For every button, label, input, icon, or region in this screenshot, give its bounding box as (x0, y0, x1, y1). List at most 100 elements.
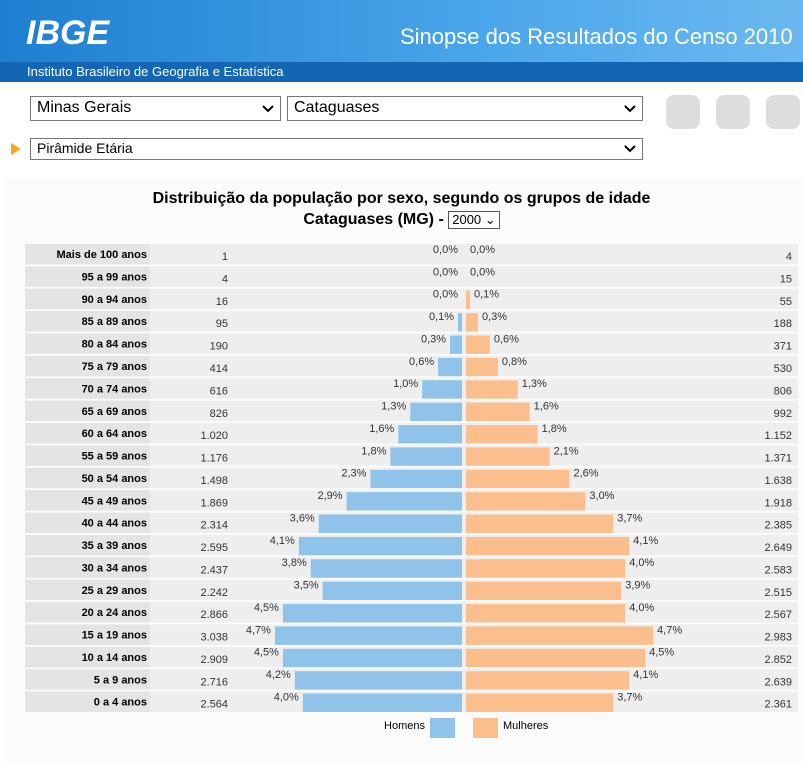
bar-mulheres (466, 380, 518, 399)
row-label-bg (25, 244, 150, 265)
count-label: 414 (210, 363, 228, 375)
count-label: 1.869 (200, 497, 228, 509)
count-label: 1.152 (764, 430, 792, 442)
value-label: 4,7% (657, 624, 682, 636)
value-label: 0,0% (433, 244, 458, 256)
age-label: 50 a 54 anos (82, 473, 147, 485)
age-label: 85 a 89 anos (82, 316, 147, 328)
row-bg (25, 333, 798, 354)
bar-homens (458, 313, 462, 332)
chart-title: Distribuição da população por sexo, segu… (152, 190, 651, 207)
count-label: 2.852 (764, 654, 792, 666)
value-label: 0,1% (429, 311, 454, 323)
bar-homens (274, 626, 462, 645)
count-label: 530 (774, 363, 792, 375)
count-label: 806 (774, 385, 792, 397)
count-label: 2.649 (764, 542, 792, 554)
bar-mulheres (466, 559, 626, 578)
header: IBGE Sinopse dos Resultados do Censo 201… (0, 0, 803, 62)
age-label: 90 a 94 anos (82, 294, 147, 306)
value-label: 0,0% (470, 244, 495, 256)
value-label: 1,8% (542, 423, 567, 435)
bar-mulheres (466, 581, 622, 601)
age-label: 0 a 4 anos (94, 697, 147, 709)
count-label: 371 (774, 341, 792, 353)
row-label-bg (25, 534, 150, 556)
row-bg (25, 311, 798, 332)
count-label: 95 (216, 318, 228, 330)
print-button[interactable] (716, 95, 750, 129)
chart-subtitle: Cataguases (MG) - (303, 211, 444, 228)
row-label-bg (25, 423, 150, 444)
legend-swatch (473, 717, 498, 738)
legend-swatch (430, 717, 455, 738)
bar-homens (282, 648, 462, 668)
age-label: 10 a 14 anos (82, 652, 147, 664)
value-label: 0,3% (421, 333, 446, 345)
value-label: 1,6% (534, 401, 559, 413)
row-bg (25, 355, 798, 377)
header-title: Sinopse dos Resultados do Censo 2010 (400, 24, 793, 49)
bar-mulheres (466, 536, 630, 556)
value-label: 4,1% (270, 535, 295, 547)
bar-homens (390, 447, 462, 466)
age-label: 45 a 49 anos (82, 495, 147, 507)
row-bg (25, 244, 798, 265)
count-label: 190 (210, 341, 228, 353)
chevron (262, 105, 274, 113)
value-label: 4,0% (274, 692, 299, 704)
value-label: 2,3% (341, 468, 366, 480)
bar-mulheres (466, 402, 530, 422)
value-label: 1,3% (522, 378, 547, 390)
age-label: 55 a 59 anos (82, 451, 147, 463)
count-label: 4 (786, 251, 792, 263)
value-label: 4,5% (254, 647, 279, 659)
state-select[interactable]: Minas Gerais (30, 96, 281, 121)
info-button[interactable] (766, 95, 800, 129)
arrow-icon (11, 143, 21, 155)
value-label: 4,0% (629, 602, 654, 614)
value-label: 4,1% (633, 669, 658, 681)
row-label-bg (25, 355, 150, 377)
bar-mulheres (466, 313, 478, 332)
view-select[interactable]: Pirâmide Etária (30, 138, 643, 160)
value-label: 4,5% (649, 647, 674, 659)
view-text: Pirâmide Etária (37, 140, 133, 156)
value-label: 4,5% (254, 602, 279, 614)
count-label: 2.437 (200, 564, 228, 576)
age-label: 40 a 44 anos (82, 518, 147, 530)
bar-homens (370, 469, 462, 489)
legend-label: Mulheres (503, 720, 549, 732)
age-label: 15 a 19 anos (82, 630, 147, 642)
age-label: 60 a 64 anos (82, 428, 147, 440)
age-label: 20 a 24 anos (82, 607, 147, 619)
bar-homens (322, 581, 462, 601)
bar-mulheres (466, 604, 626, 623)
row-label-bg (25, 490, 150, 511)
count-label: 2.909 (200, 654, 228, 666)
count-label: 2.564 (200, 699, 228, 711)
value-label: 3,7% (617, 512, 642, 524)
legend-label: Homens (384, 720, 425, 732)
count-label: 1.176 (200, 453, 228, 465)
age-label: 30 a 34 anos (82, 562, 147, 574)
age-label: 70 a 74 anos (82, 383, 147, 395)
count-label: 15 (780, 273, 792, 285)
count-label: 2.242 (200, 587, 228, 599)
bar-homens (302, 693, 462, 712)
year-text: 2000 (452, 212, 482, 227)
city-select[interactable]: Cataguases (287, 96, 643, 121)
value-label: 0,1% (474, 289, 499, 301)
bar-homens (422, 380, 462, 399)
count-label: 4 (222, 273, 228, 285)
value-label: 4,7% (246, 624, 271, 636)
link-button[interactable] (666, 95, 700, 129)
age-label: Mais de 100 anos (57, 249, 148, 261)
count-label: 1.498 (200, 475, 228, 487)
value-label: 3,8% (282, 557, 307, 569)
count-label: 2.385 (764, 520, 792, 532)
year-select[interactable]: 2000 ⌄ (448, 211, 500, 229)
bar-homens (298, 536, 462, 556)
row-label-bg (25, 669, 150, 690)
